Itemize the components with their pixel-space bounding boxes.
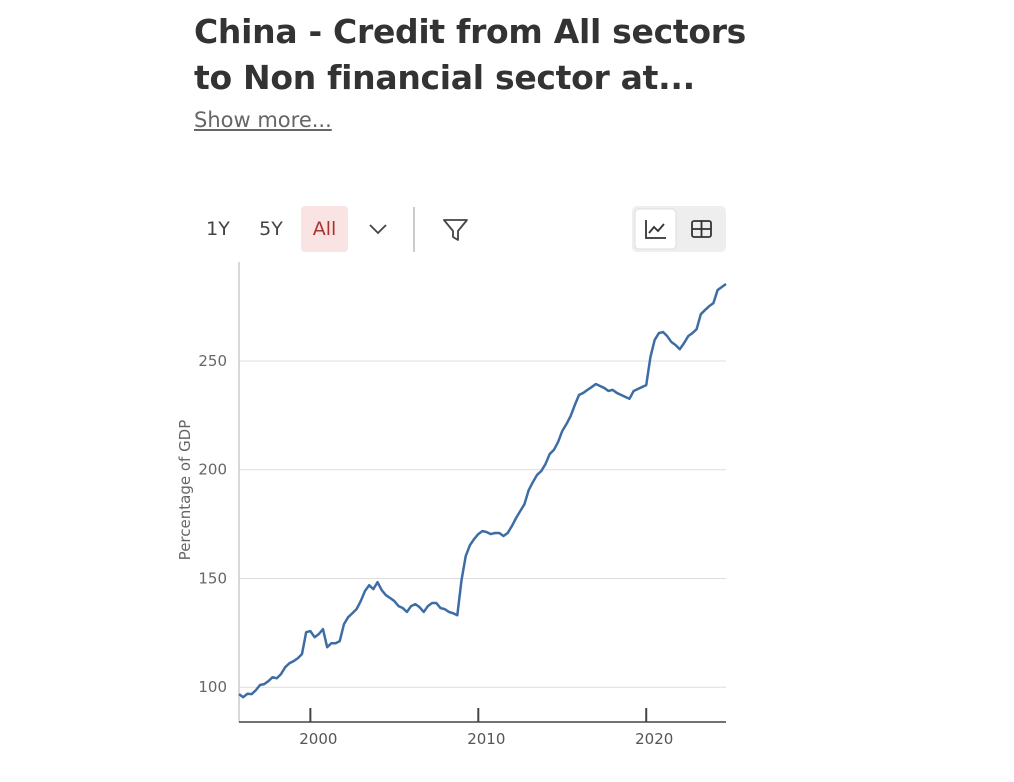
line-icon [645, 220, 666, 239]
title-line: to Non financial sector at... [194, 58, 695, 97]
x-tick-label: 2010 [467, 730, 505, 748]
table-icon[interactable] [691, 220, 712, 238]
range-button[interactable]: 1Y [206, 218, 230, 240]
y-tick-label: 100 [198, 678, 227, 696]
y-tick-label: 200 [198, 461, 227, 479]
range-button[interactable]: All [301, 206, 348, 252]
y-tick-label: 250 [198, 352, 227, 370]
show-more-link[interactable]: Show more... [194, 108, 332, 132]
y-axis-label: Percentage of GDP [176, 420, 194, 561]
x-tick-label: 2020 [635, 730, 673, 748]
x-tick-label: 2000 [299, 730, 337, 748]
y-tick-label: 150 [198, 569, 227, 587]
filter-icon[interactable] [443, 219, 468, 241]
data-line [238, 282, 727, 699]
dropdown-icon[interactable] [369, 224, 387, 235]
range-button[interactable]: 5Y [259, 218, 283, 240]
title-line: China - Credit from All sectors [194, 12, 747, 51]
